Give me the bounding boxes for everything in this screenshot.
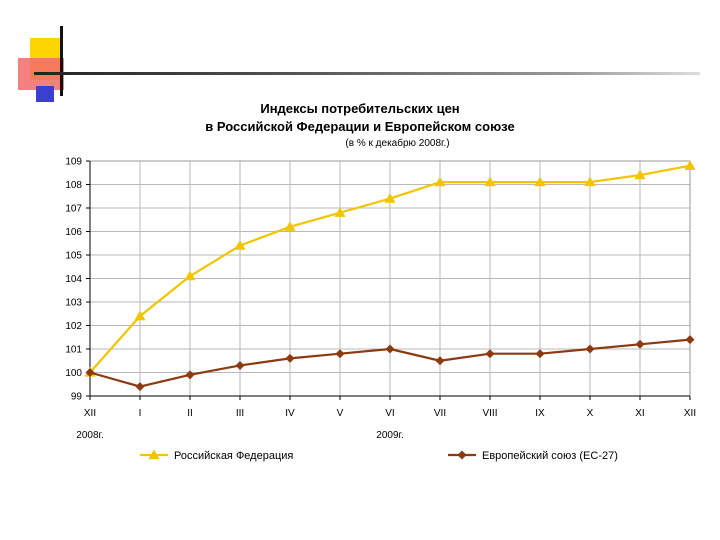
- legend-marker: [457, 450, 467, 460]
- data-point: [385, 344, 395, 354]
- data-point: [535, 349, 545, 359]
- data-point: [634, 169, 646, 180]
- data-point: [184, 270, 196, 281]
- legend-label: Российская Федерация: [174, 450, 293, 462]
- deco-vertical-line: [60, 26, 63, 96]
- data-point: [685, 335, 695, 345]
- y-tick-label: 99: [71, 392, 83, 403]
- chart-title-block: Индексы потребительских цен в Российской…: [0, 100, 720, 150]
- y-tick-label: 107: [65, 204, 82, 215]
- data-point: [235, 360, 245, 370]
- y-tick-label: 106: [65, 227, 82, 238]
- series-layer: [84, 160, 696, 392]
- y-tick-label: 109: [65, 157, 82, 168]
- data-point: [134, 310, 146, 321]
- data-point: [335, 349, 345, 359]
- y-tick-label: 108: [65, 180, 82, 191]
- data-point: [584, 176, 596, 187]
- data-point: [334, 207, 346, 217]
- data-point: [635, 339, 645, 349]
- x-tick-label: VIII: [482, 408, 497, 419]
- data-point: [435, 356, 445, 366]
- x-tick-label: I: [139, 408, 142, 419]
- data-point: [484, 176, 496, 187]
- data-point: [684, 160, 696, 170]
- x-tick-label: II: [187, 408, 193, 419]
- y-tick-label: 100: [65, 368, 82, 379]
- data-point: [285, 353, 295, 363]
- data-point: [135, 382, 145, 392]
- y-tick-label: 105: [65, 251, 82, 262]
- year-label: 2009г.: [376, 430, 403, 441]
- data-point: [234, 240, 246, 250]
- data-point: [585, 344, 595, 354]
- y-tick-label: 104: [65, 274, 82, 285]
- x-tick-label: VI: [385, 408, 394, 419]
- x-tick-label: IX: [535, 408, 545, 419]
- x-tick-label: III: [236, 408, 244, 419]
- data-point: [534, 176, 546, 187]
- data-point: [85, 368, 95, 377]
- x-tick-label: V: [337, 408, 344, 419]
- chart-title-line2: в Российской Федерации и Европейском сою…: [205, 119, 515, 134]
- data-point: [434, 176, 446, 187]
- chart-subtitle: (в % к декабрю 2008г.): [345, 138, 450, 149]
- legend-layer: Российская Федерация Европейский союз (ЕС…: [140, 449, 618, 462]
- deco-blue-square: [36, 86, 54, 102]
- data-point: [284, 221, 296, 231]
- x-tick-label: X: [587, 408, 594, 419]
- x-tick-label: IV: [285, 408, 295, 419]
- data-point: [485, 349, 495, 359]
- y-tick-label: 103: [65, 298, 82, 309]
- x-tick-label: XI: [635, 408, 644, 419]
- deco-horizontal-line: [34, 72, 700, 75]
- y-tick-label: 101: [65, 345, 82, 356]
- y-tick-label: 102: [65, 321, 82, 332]
- x-tick-label: XII: [84, 408, 96, 419]
- data-point: [384, 193, 396, 203]
- year-label: 2008г.: [76, 430, 103, 441]
- x-tick-label: XII: [684, 408, 696, 419]
- legend-marker: [148, 449, 160, 460]
- data-point: [185, 370, 195, 380]
- x-tick-label: VII: [434, 408, 446, 419]
- legend-label: Европейский союз (ЕС-27): [482, 450, 618, 462]
- chart-title: Индексы потребительских цен: [260, 101, 460, 116]
